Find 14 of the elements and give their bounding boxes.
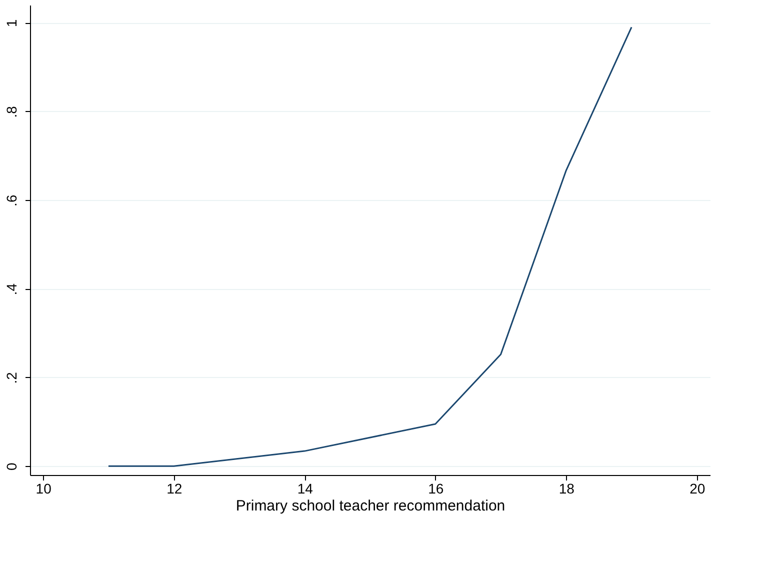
x-tick-label: 10 — [36, 480, 52, 496]
x-tick-label: 18 — [558, 480, 575, 496]
x-axis-title: Primary school teacher recommendation — [236, 498, 506, 514]
y-tick-label: .4 — [4, 283, 20, 296]
y-tick-label: .2 — [4, 372, 20, 384]
line-series — [108, 26, 632, 467]
x-tick-label: 20 — [690, 480, 706, 496]
y-tick-label: .6 — [4, 194, 20, 206]
x-tick-label: 14 — [297, 480, 314, 496]
x-tick-label: 12 — [166, 480, 182, 496]
y-tick-label: .8 — [4, 106, 20, 118]
y-tick-label: 0 — [4, 462, 20, 471]
y-tick-label: 1 — [4, 19, 20, 28]
x-tick-label: 16 — [428, 480, 444, 496]
